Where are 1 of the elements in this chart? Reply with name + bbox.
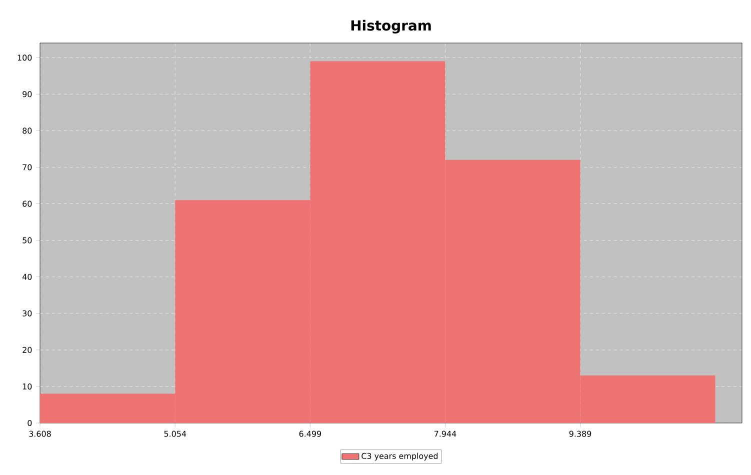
chart-title: Histogram [351, 20, 431, 34]
